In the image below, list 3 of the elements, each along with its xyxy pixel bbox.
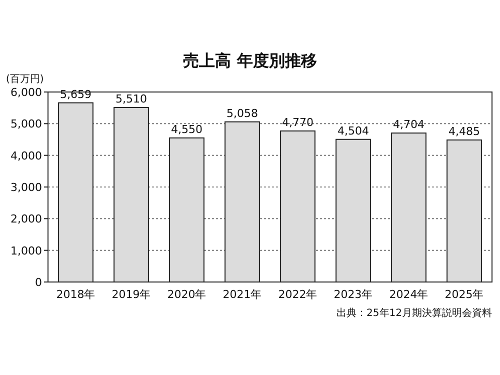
title: 売上高 年度別推移 [183, 51, 317, 70]
ylabel: (百万円) [6, 74, 44, 85]
annotation: 出典：25年12月期決算説明会資料 [336, 308, 492, 319]
